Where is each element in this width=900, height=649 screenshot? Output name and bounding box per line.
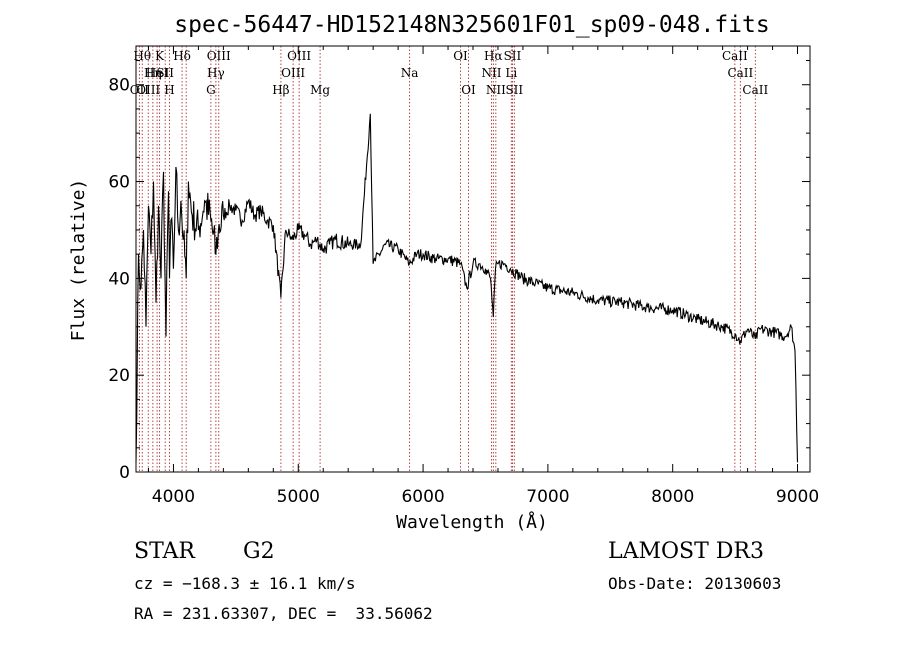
- y-tick-label: 60: [108, 173, 130, 193]
- marker-label-12: OIII: [207, 49, 231, 63]
- marker-label-21: Hα: [484, 49, 503, 63]
- coordinates: RA = 231.63307, DEC = 33.56062: [134, 604, 433, 623]
- marker-label-2: OIII: [136, 83, 160, 97]
- observation-date: Obs-Date: 20130603: [608, 574, 782, 593]
- plot-frame: [135, 45, 811, 473]
- marker-label-0: OII: [130, 83, 150, 97]
- object-subclass: G2: [243, 539, 275, 564]
- y-tick-label: 40: [108, 269, 130, 289]
- survey-label: LAMOST DR3: [608, 539, 764, 564]
- x-tick-label: 8000: [651, 487, 694, 507]
- marker-label-11: Hγ: [207, 66, 225, 80]
- marker-label-5: K: [155, 49, 165, 63]
- marker-label-4: HeI: [146, 66, 169, 80]
- marker-label-20: NII: [481, 66, 501, 80]
- y-axis: 0 20 40 60 80: [108, 60, 810, 483]
- marker-label-3: Hη: [144, 66, 162, 80]
- marker-label-13: Hβ: [272, 83, 289, 97]
- x-axis: 4000 5000 6000 7000 8000 9000: [147, 46, 819, 507]
- marker-label-24: SII: [504, 49, 522, 63]
- marker-label-28: CaII: [742, 83, 768, 97]
- marker-label-6: SII: [156, 66, 174, 80]
- spectral-line-markers: [138, 46, 756, 472]
- marker-label-19: OI: [461, 83, 476, 97]
- y-axis-label: Flux (relative): [68, 179, 89, 342]
- marker-label-15: OIII: [287, 49, 311, 63]
- marker-label-7: H: [164, 83, 174, 97]
- marker-label-1: Hθ: [133, 49, 151, 63]
- x-tick-label: 5000: [277, 487, 320, 507]
- marker-label-26: CaII: [722, 49, 748, 63]
- y-tick-label: 0: [119, 463, 130, 483]
- y-tick-label: 20: [108, 366, 130, 386]
- x-tick-label: 7000: [526, 487, 569, 507]
- spectrum-line: [135, 113, 799, 463]
- marker-label-18: OI: [453, 49, 468, 63]
- x-axis-label: Wavelength (Å): [396, 511, 548, 533]
- marker-label-23: Li: [505, 66, 517, 80]
- marker-label-8: Hδ: [173, 49, 191, 63]
- x-tick-label: 4000: [152, 487, 195, 507]
- marker-label-25: SII: [505, 83, 523, 97]
- marker-label-10: G: [206, 83, 216, 97]
- object-class: STAR: [134, 539, 195, 564]
- marker-label-22: NII: [486, 83, 506, 97]
- marker-label-17: Na: [401, 66, 419, 80]
- marker-label-27: CaII: [727, 66, 753, 80]
- chart-title: spec-56447-HD152148N325601F01_sp09-048.f…: [174, 12, 769, 38]
- x-tick-label: 6000: [401, 487, 444, 507]
- redshift-value: cz = −168.3 ± 16.1 km/s: [134, 574, 356, 593]
- marker-label-14: OIII: [281, 66, 305, 80]
- x-tick-label: 9000: [776, 487, 819, 507]
- y-tick-label: 80: [108, 76, 130, 96]
- marker-label-16: Mg: [310, 83, 330, 97]
